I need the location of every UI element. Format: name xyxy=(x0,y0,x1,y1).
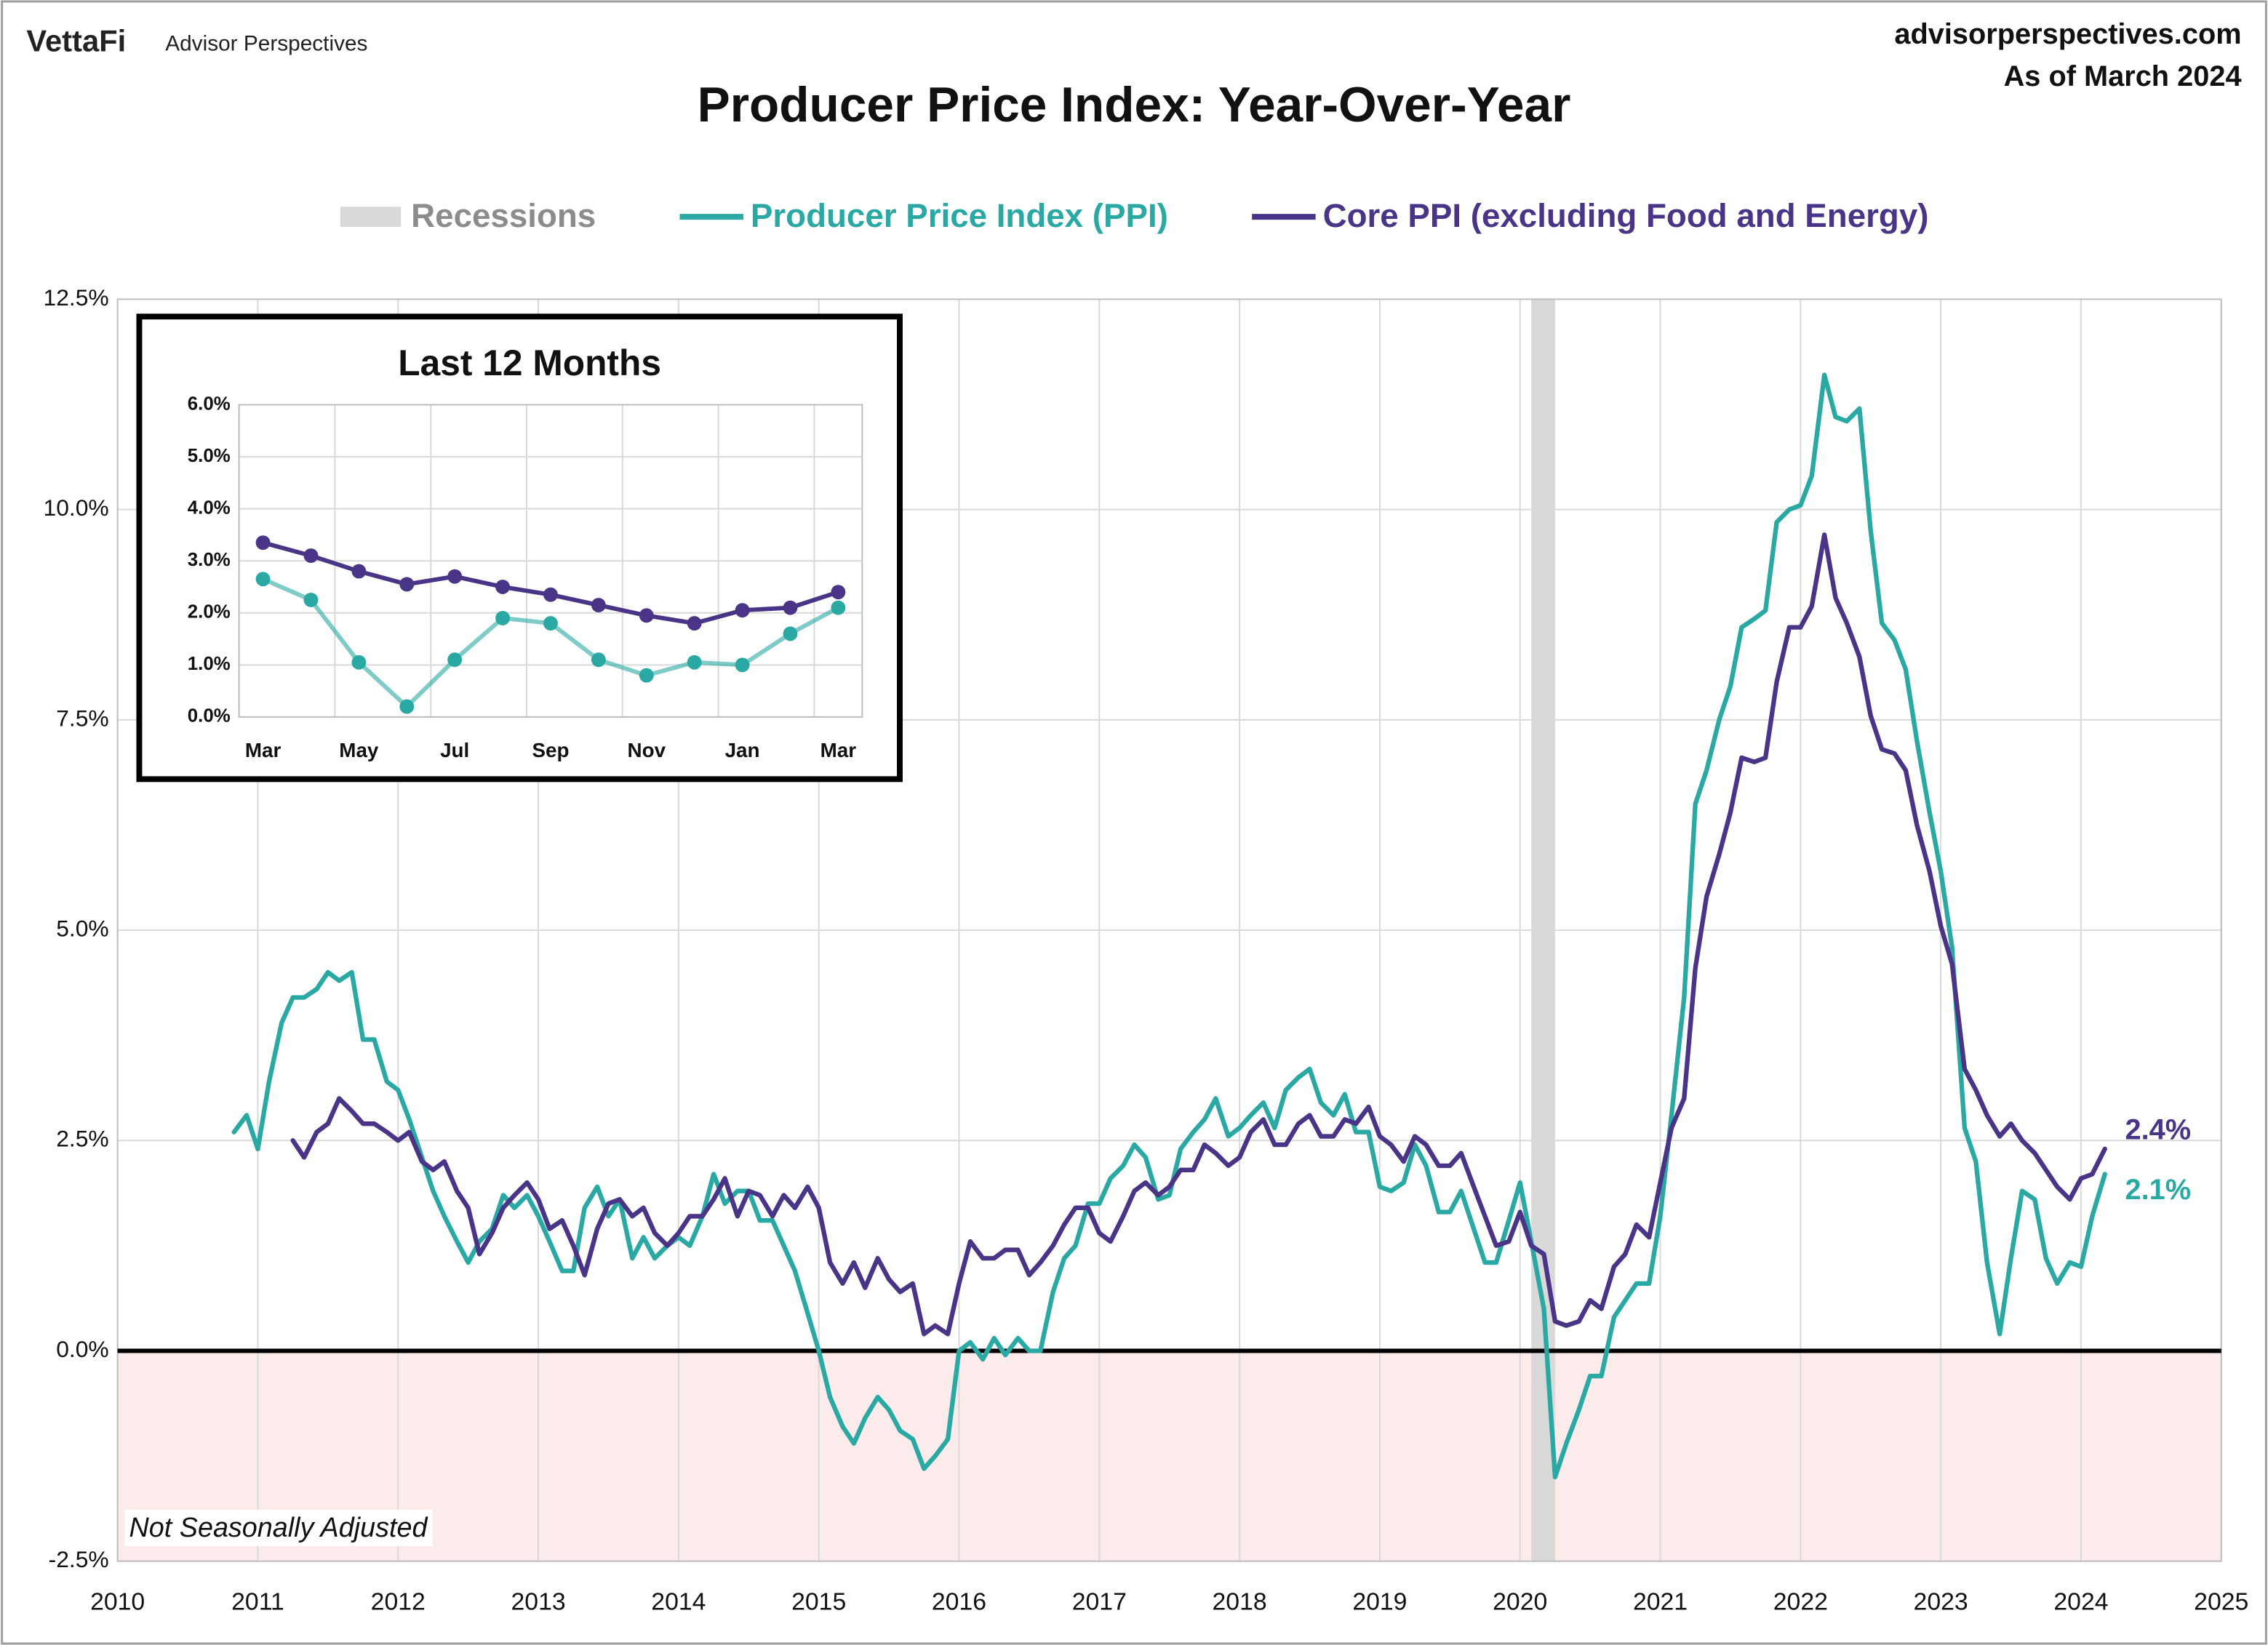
note: Not Seasonally Adjusted xyxy=(129,1513,428,1543)
x-tick-label: 2012 xyxy=(371,1588,426,1615)
y-tick-label: 0.0% xyxy=(188,706,231,727)
x-tick-label: Mar xyxy=(245,739,281,761)
point xyxy=(399,577,415,592)
x-tick-label: 2017 xyxy=(1072,1588,1127,1615)
point xyxy=(591,652,606,668)
x-tick-label: 2019 xyxy=(1352,1588,1407,1615)
point xyxy=(303,592,319,607)
point xyxy=(255,535,271,551)
y-tick-label: 5.0% xyxy=(188,446,231,466)
legend-label: Core PPI (excluding Food and Energy) xyxy=(1323,197,1929,234)
point xyxy=(687,616,702,631)
x-tick-label: 2016 xyxy=(932,1588,986,1615)
y-tick-label: 1.0% xyxy=(188,654,231,674)
x-tick-label: May xyxy=(339,739,379,761)
point xyxy=(639,668,654,683)
x-tick-label: Jul xyxy=(440,739,469,761)
point xyxy=(495,611,511,625)
x-tick-label: Sep xyxy=(532,739,569,761)
y-tick-label: 7.5% xyxy=(56,705,108,731)
y-tick-label: 5.0% xyxy=(56,915,108,941)
chart-title: Producer Price Index: Year-Over-Year xyxy=(698,78,1571,132)
plot-border xyxy=(238,404,863,718)
x-tick-label: 2024 xyxy=(2053,1588,2108,1615)
x-tick-label: 2025 xyxy=(2194,1588,2248,1615)
y-tick-label: 2.0% xyxy=(188,602,231,623)
x-tick-label: 2021 xyxy=(1633,1588,1688,1615)
x-tick-label: 2023 xyxy=(1914,1588,1968,1615)
y-tick-label: 3.0% xyxy=(188,550,231,570)
x-tick-label: 2013 xyxy=(511,1588,565,1615)
inset-frame xyxy=(136,313,903,783)
point xyxy=(831,600,846,615)
point xyxy=(591,598,606,612)
x-tick-label: Nov xyxy=(627,739,666,761)
point xyxy=(351,655,367,670)
y-tick-label: 4.0% xyxy=(188,497,231,518)
point xyxy=(543,616,558,631)
brand: VettaFi xyxy=(26,24,126,58)
note-background xyxy=(124,1509,433,1546)
x-tick-label: Mar xyxy=(820,739,857,761)
plot-border xyxy=(116,298,2222,1562)
x-tick-label: 2014 xyxy=(651,1588,706,1615)
y-tick-label: 0.0% xyxy=(56,1336,108,1362)
point xyxy=(399,699,415,714)
inset-title: Last 12 Months xyxy=(398,343,661,383)
y-tick-label: 2.5% xyxy=(56,1126,108,1152)
y-tick-label: 12.5% xyxy=(44,284,109,311)
x-tick-label: 2020 xyxy=(1493,1588,1547,1615)
legend-label: Recessions xyxy=(411,197,596,234)
point xyxy=(447,652,463,668)
y-tick-label: 10.0% xyxy=(44,495,109,521)
point xyxy=(639,608,654,623)
point xyxy=(687,655,702,670)
point xyxy=(495,580,511,594)
series-line xyxy=(290,532,2107,1337)
point xyxy=(543,587,558,602)
y-tick-label: 6.0% xyxy=(188,393,231,414)
y-tick-label: -2.5% xyxy=(49,1546,109,1572)
series-line xyxy=(231,372,2107,1480)
x-tick-label: 2015 xyxy=(791,1588,846,1615)
x-tick-label: Jan xyxy=(725,739,760,761)
point xyxy=(831,585,846,600)
x-tick-label: 2010 xyxy=(90,1588,145,1615)
point xyxy=(735,657,750,673)
x-tick-label: 2022 xyxy=(1773,1588,1828,1615)
end-label: 2.1% xyxy=(2125,1174,2192,1206)
product: Advisor Perspectives xyxy=(165,31,367,55)
x-tick-label: 2018 xyxy=(1213,1588,1267,1615)
negative-region xyxy=(117,1350,2221,1561)
x-tick-label: 2011 xyxy=(231,1588,284,1615)
legend-label: Producer Price Index (PPI) xyxy=(751,197,1168,234)
point xyxy=(351,564,367,579)
site: advisorperspectives.com xyxy=(1894,18,2241,50)
point xyxy=(783,626,798,641)
point xyxy=(255,572,271,587)
as-of: As of March 2024 xyxy=(2004,60,2242,92)
point xyxy=(735,603,750,618)
point xyxy=(447,569,463,584)
end-label: 2.4% xyxy=(2125,1114,2192,1146)
legend-swatch xyxy=(340,207,402,228)
point xyxy=(783,600,798,615)
point xyxy=(303,548,319,564)
